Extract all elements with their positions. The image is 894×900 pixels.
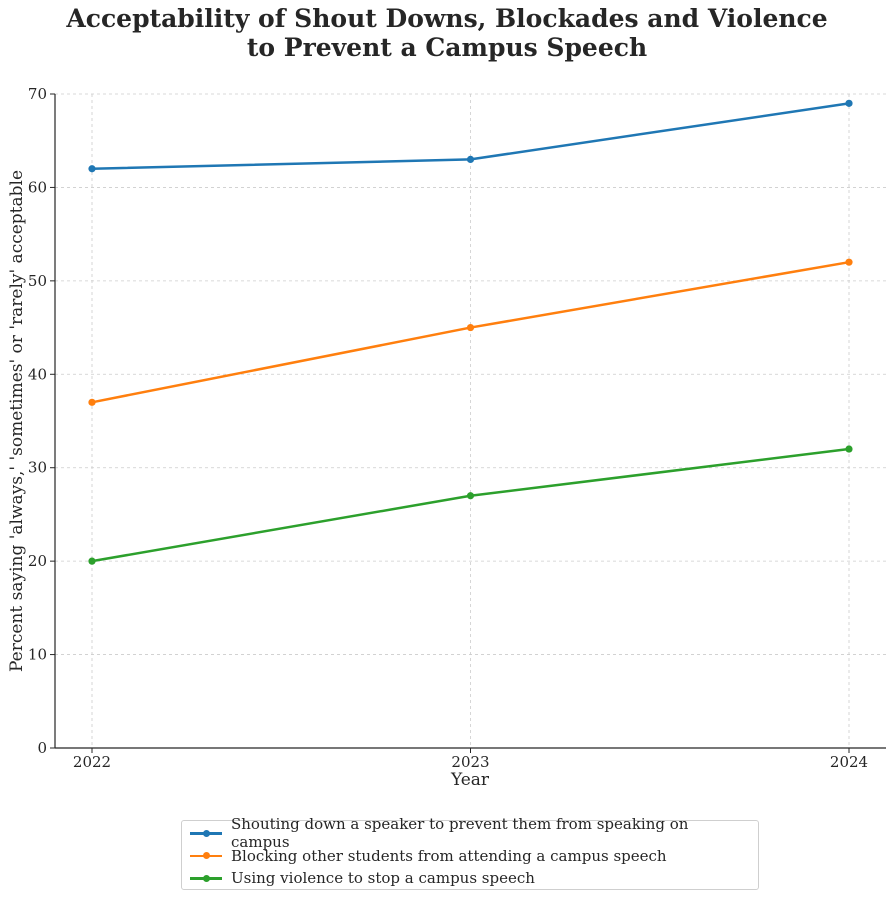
x-ticks: 2022 2023 2024 (73, 748, 868, 771)
chart-title-line-2: to Prevent a Campus Speech (246, 33, 648, 62)
data-point (466, 155, 475, 163)
legend-item: Shouting down a speaker to prevent them … (190, 815, 750, 851)
data-point (466, 323, 475, 332)
data-point (845, 445, 853, 453)
legend-swatch (190, 873, 222, 883)
data-point (88, 398, 96, 406)
series-layer (88, 99, 853, 565)
legend-label: Shouting down a speaker to prevent them … (231, 815, 689, 852)
data-point (88, 557, 96, 565)
legend-label: Blocking other students from attending a… (231, 846, 667, 865)
legend-swatch-marker (202, 874, 210, 882)
legend-swatch-marker (202, 852, 210, 860)
data-point (845, 99, 853, 107)
y-tick-label: 70 (28, 85, 47, 103)
legend-item: Using violence to stop a campus speech (190, 867, 750, 890)
data-point (845, 258, 853, 266)
y-tick-label: 0 (37, 739, 47, 757)
series-2 (88, 445, 853, 565)
legend-item: Blocking other students from attending a… (190, 845, 750, 868)
legend-swatch (190, 828, 222, 838)
y-tick-label: 30 (28, 459, 47, 477)
series-1 (88, 258, 853, 406)
chart-title: Acceptability of Shout Downs, Blockades … (0, 4, 894, 62)
x-tick-label: 2023 (451, 753, 489, 771)
y-tick-label: 50 (28, 272, 47, 290)
data-point (88, 165, 96, 173)
series-0 (88, 99, 853, 173)
y-tick-label: 10 (28, 646, 47, 664)
x-tick-label: 2024 (830, 753, 868, 771)
series-line (91, 260, 850, 404)
x-tick-label: 2022 (73, 753, 111, 771)
x-axis-label: Year (450, 770, 490, 790)
y-tick-label: 40 (28, 365, 47, 383)
legend-label: Using violence to stop a campus speech (231, 869, 535, 888)
legend: Shouting down a speaker to prevent them … (181, 815, 759, 890)
chart-title-line-1: Acceptability of Shout Downs, Blockades … (66, 4, 828, 33)
legend-swatch-marker (202, 829, 210, 837)
y-ticks: 0 10 20 30 40 50 60 70 (28, 85, 55, 757)
data-point (466, 492, 475, 500)
y-axis-label: Percent saying 'always,' 'sometimes' or … (7, 170, 27, 672)
legend-swatch (190, 851, 222, 861)
grid (55, 93, 886, 748)
y-tick-label: 20 (28, 552, 47, 570)
y-tick-label: 60 (28, 178, 47, 196)
